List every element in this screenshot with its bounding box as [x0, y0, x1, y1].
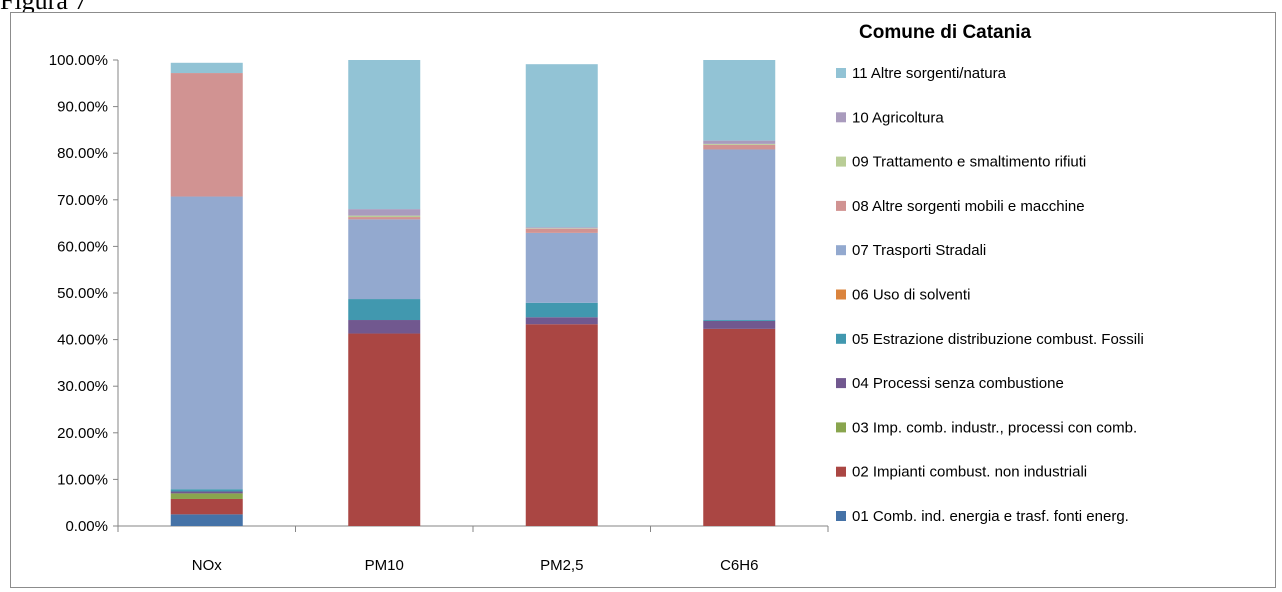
- y-axis-tick-labels: 0.00% 10.00% 20.00% 30.00% 40.00% 50.00% 60.00…: [49, 52, 108, 535]
- legend-entry: 01 Comb. ind. energia e trasf. fonti ene…: [852, 508, 1129, 525]
- bar-segment: [525, 302, 598, 318]
- legend-swatch: [836, 289, 846, 300]
- bar-segment: [170, 489, 243, 492]
- bar-segment: [170, 514, 243, 526]
- legend-title: Comune di Catania: [859, 22, 1032, 43]
- bar-segment: [525, 232, 598, 303]
- y-tick-label: 100.00%: [49, 52, 108, 69]
- bar-segment: [348, 333, 421, 526]
- legend-entry: 08 Altre sorgenti mobili e macchine: [852, 198, 1085, 215]
- bar-segment: [348, 60, 421, 210]
- legend-swatch: [836, 245, 846, 256]
- y-tick-label: 30.00%: [57, 378, 108, 395]
- y-tick-label: 0.00%: [65, 518, 108, 535]
- bar-segment: [525, 317, 598, 325]
- legend-entry: 02 Impianti combust. non industriali: [852, 464, 1087, 481]
- bar-segment: [703, 140, 776, 144]
- bar-segment: [348, 215, 421, 218]
- y-tick-label: 40.00%: [57, 332, 108, 349]
- bar-segment: [348, 217, 421, 220]
- legend-swatch: [836, 200, 846, 211]
- legend-entry: 09 Trattamento e smaltimento rifiuti: [852, 154, 1086, 171]
- bar-segment: [348, 299, 421, 321]
- y-tick-label: 70.00%: [57, 192, 108, 209]
- legend-swatch: [836, 333, 846, 344]
- legend-swatch: [836, 68, 846, 78]
- legend-entry: 10 Agricoltura: [852, 109, 944, 126]
- x-category-label: PM2,5: [540, 557, 583, 574]
- bar-segment: [525, 64, 598, 228]
- bar-segment: [703, 143, 776, 145]
- bar-segment: [348, 219, 421, 300]
- legend-swatch: [836, 422, 846, 433]
- y-tick-label: 10.00%: [57, 471, 108, 488]
- legend-entry: 07 Trasporti Stradali: [852, 242, 986, 259]
- bar-segment: [170, 196, 243, 490]
- x-category-label: NOx: [192, 557, 223, 574]
- legend-swatch: [836, 511, 846, 521]
- legend-entry: 06 Uso di solventi: [852, 287, 970, 304]
- bar-segment: [703, 320, 776, 321]
- bar-segment: [703, 149, 776, 321]
- y-tick-label: 20.00%: [57, 425, 108, 442]
- x-category-label: C6H6: [720, 557, 758, 574]
- bar-segment: [170, 491, 243, 494]
- bar-segment: [703, 144, 776, 150]
- legend-entry: 03 Imp. comb. industr., processi con com…: [852, 419, 1137, 436]
- legend-entry: 11 Altre sorgenti/natura: [852, 65, 1007, 82]
- bar-segment: [525, 324, 598, 526]
- legend-swatch: [836, 112, 846, 123]
- x-axis-category-labels: NOx PM10 PM2,5 C6H6: [192, 557, 759, 574]
- bar-segment: [170, 498, 243, 515]
- legend-entry: 05 Estrazione distribuzione combust. Fos…: [852, 331, 1144, 348]
- legend-swatch: [836, 466, 846, 477]
- legend-entry: 04 Processi senza combustione: [852, 375, 1064, 392]
- y-tick-label: 80.00%: [57, 145, 108, 162]
- x-category-label: PM10: [365, 557, 404, 574]
- bar-segment: [170, 493, 243, 499]
- legend-swatch: [836, 378, 846, 389]
- y-tick-label: 90.00%: [57, 99, 108, 116]
- figure-caption: Figura 7: [0, 0, 88, 15]
- bar-segment: [170, 73, 243, 197]
- chart-legend: Comune di Catania 11 Altre sorgenti/natu…: [836, 22, 1144, 525]
- bar-segment: [703, 60, 776, 141]
- bar-segment: [703, 328, 776, 526]
- chart-bars: [170, 60, 776, 526]
- y-tick-label: 60.00%: [57, 238, 108, 255]
- bar-segment: [170, 62, 243, 74]
- bar-segment: [525, 228, 598, 233]
- legend-swatch: [836, 156, 846, 167]
- bar-segment: [348, 320, 421, 334]
- bar-segment: [525, 227, 598, 229]
- y-tick-label: 50.00%: [57, 285, 108, 302]
- bar-segment: [703, 320, 776, 329]
- bar-segment: [348, 209, 421, 216]
